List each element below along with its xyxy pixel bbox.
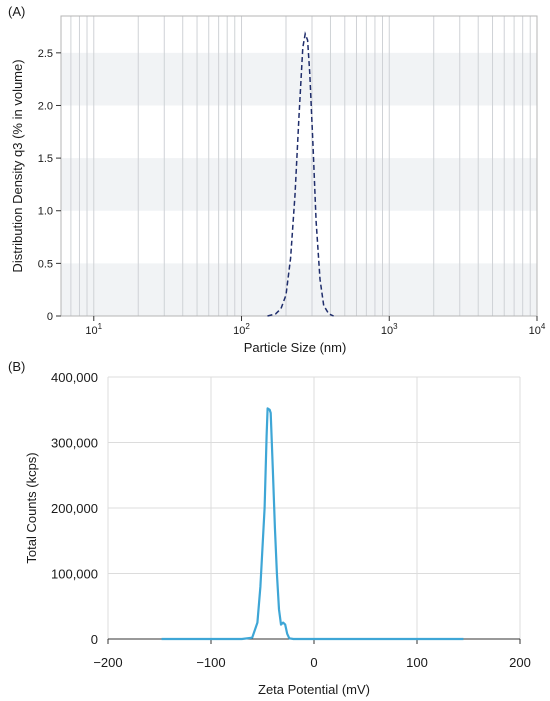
y-tick-label: 2.0 [38, 100, 53, 112]
y-tick-label: 1.5 [38, 153, 53, 165]
zeta-potential-line [161, 407, 464, 641]
chart-panel-a: (A) 0 0.5 1.0 1.5 2.0 2.5 101 102 103 104 Partic… [8, 4, 546, 355]
y-tick-label: 300,000 [51, 436, 98, 451]
size-distribution-line [267, 31, 334, 317]
y-tick-label: 2.5 [38, 48, 53, 60]
y-ticks-b: 0 100,000 200,000 300,000 400,000 [51, 370, 98, 647]
x-tick-label: 103 [381, 322, 398, 337]
x-ticks-a: 101 102 103 104 [85, 316, 546, 337]
y-ticks-a: 0 0.5 1.0 1.5 2.0 2.5 [38, 48, 61, 323]
y-tick-label: 400,000 [51, 370, 98, 385]
x-tick-label: 101 [85, 322, 102, 337]
x-axis-title-a: Particle Size (nm) [244, 340, 347, 355]
x-tick-label: −200 [93, 655, 122, 670]
background-band [61, 263, 537, 316]
plot-frame-a [60, 15, 538, 317]
background-band [61, 52, 537, 106]
y-tick-label: 200,000 [51, 501, 98, 516]
x-tick-label: 0 [310, 655, 317, 670]
x-tick-label: 200 [509, 655, 531, 670]
x-tick-label: 100 [406, 655, 428, 670]
background-band [61, 158, 537, 211]
x-ticks-b: −200 −100 0 100 200 [93, 639, 531, 670]
panel-label-b: (B) [8, 359, 25, 374]
x-tick-label: 104 [529, 322, 546, 337]
y-axis-title-a: Distribution Density q3 (% in volume) [10, 59, 25, 272]
panel-label-a: (A) [8, 4, 25, 19]
x-axis-title-b: Zeta Potential (mV) [258, 682, 370, 697]
x-tick-label: −100 [196, 655, 225, 670]
y-tick-label: 100,000 [51, 567, 98, 582]
gridlines-a [60, 16, 538, 316]
y-tick-label: 0 [47, 311, 53, 323]
y-axis-title-b: Total Counts (kcps) [24, 452, 39, 563]
chart-panel-b: (B) 0 100,000 200,000 300,000 400,000 −200 −1… [8, 359, 531, 697]
gridlines-b [107, 376, 521, 639]
y-tick-label: 0.5 [38, 258, 53, 270]
y-tick-label: 0 [91, 632, 98, 647]
x-tick-label: 102 [233, 322, 250, 337]
y-tick-label: 1.0 [38, 206, 53, 218]
background-bands-a [61, 52, 537, 316]
